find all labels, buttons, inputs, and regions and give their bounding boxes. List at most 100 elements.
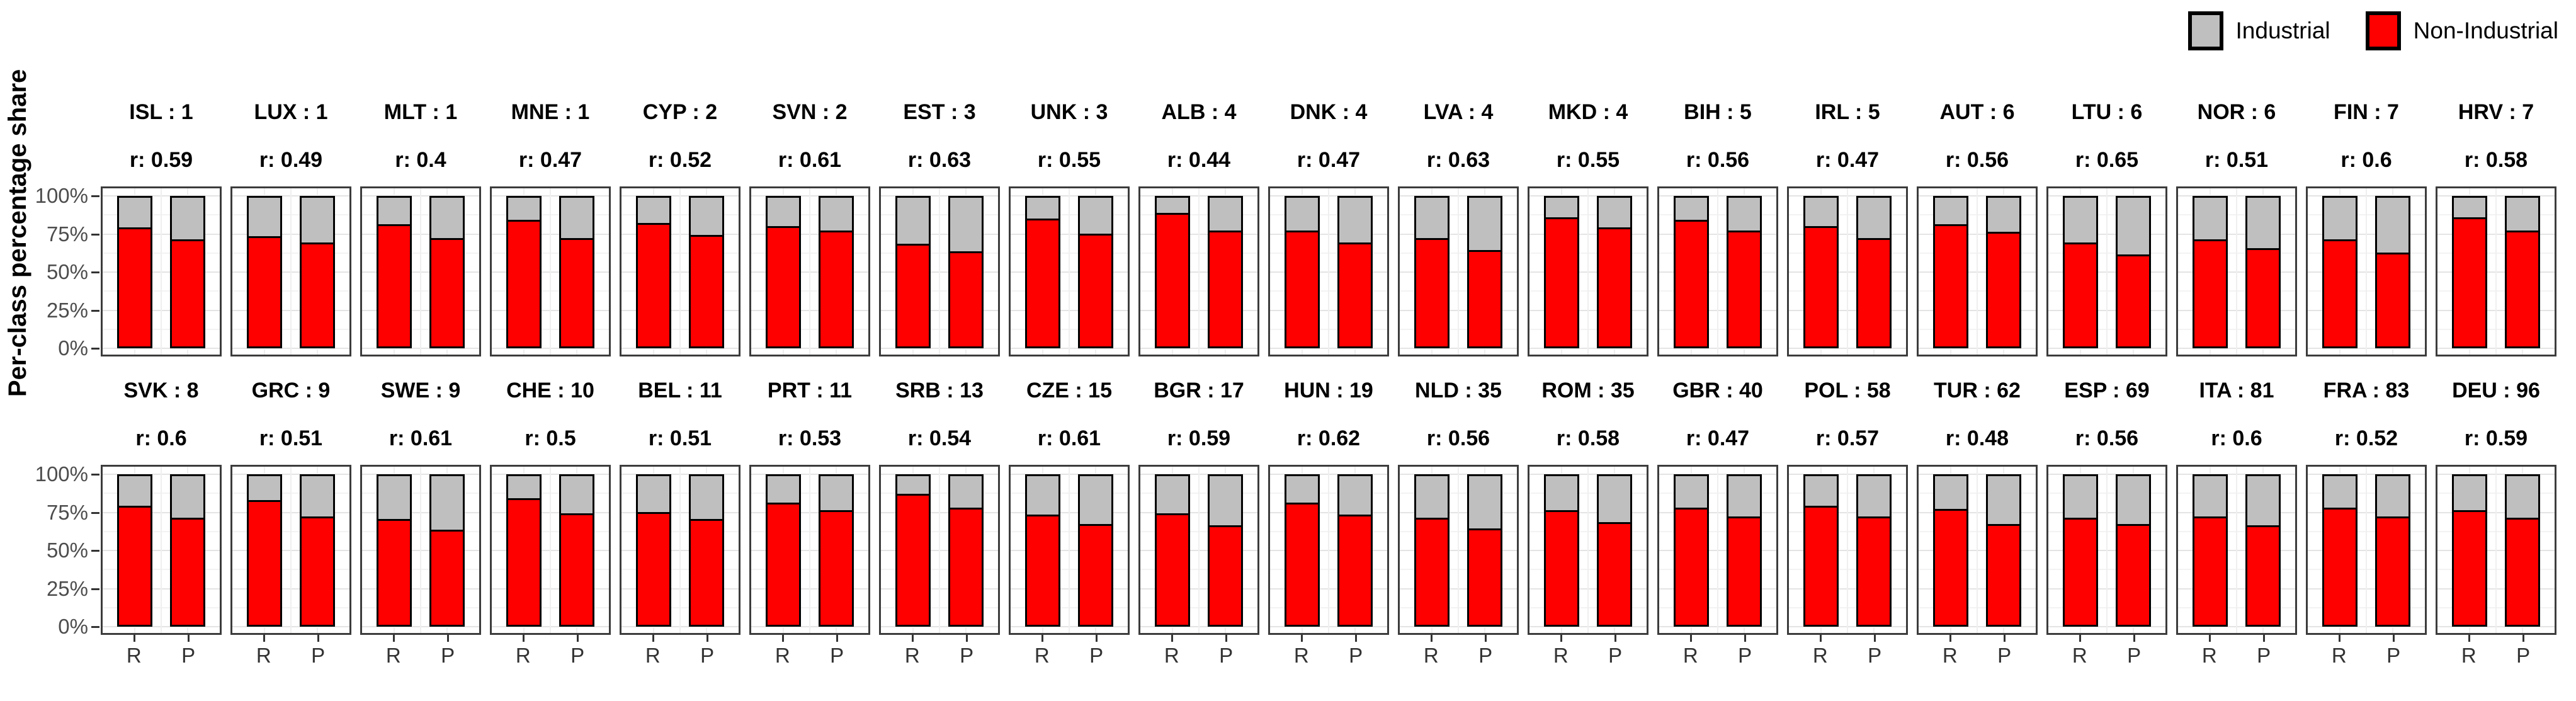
plot-panel	[2046, 465, 2167, 635]
y-axis-scale: 100% 75% 50% 25% 0%	[0, 463, 101, 638]
panel-title-country-count: GRC : 9	[251, 379, 331, 402]
facet-panel-DEU: DEU : 96 r: 0.59 R P	[2436, 373, 2556, 671]
x-tick-mark	[2079, 635, 2081, 642]
gridline-vertical	[550, 188, 551, 355]
plot-panel	[2436, 465, 2556, 635]
gridline-vertical	[290, 467, 292, 633]
facet-panel-AUT: AUT : 6 r: 0.56	[1917, 94, 2038, 356]
x-tick-label-P: P	[2257, 644, 2271, 667]
panel-title: GBR : 40 r: 0.47	[1657, 373, 1778, 465]
panel-title: CYP : 2 r: 0.52	[620, 94, 740, 186]
x-tick-label-R: R	[1553, 644, 1569, 667]
bar-segment-non-industrial	[1416, 237, 1448, 346]
facet-panel-BIH: BIH : 5 r: 0.56	[1657, 94, 1778, 356]
bar-segment-non-industrial	[431, 237, 463, 346]
panel-title-correlation: r: 0.48	[1945, 426, 2009, 450]
panel-title: DEU : 96 r: 0.59	[2436, 373, 2556, 465]
legend-item-non-industrial: Non-Industrial	[2365, 11, 2558, 50]
panel-title: BGR : 17 r: 0.59	[1138, 373, 1259, 465]
y-tick-label: 25%	[46, 298, 88, 322]
bar-segment-non-industrial	[2247, 525, 2279, 625]
x-tick-label-P: P	[830, 644, 844, 667]
bar-segment-non-industrial	[508, 498, 540, 625]
panel-title-correlation: r: 0.47	[1686, 426, 1750, 450]
panel-title-country-count: UNK : 3	[1030, 100, 1108, 124]
bar-P-DNK	[1337, 196, 1373, 348]
panel-title-country-count: HRV : 7	[2458, 100, 2534, 124]
y-tick-label: 50%	[46, 260, 88, 283]
bar-segment-non-industrial	[2194, 239, 2227, 346]
x-tick-mark	[1614, 635, 1617, 642]
plot-panel	[1009, 465, 1130, 635]
bar-P-BGR	[1207, 474, 1243, 627]
plot-panel	[2176, 465, 2297, 635]
x-tick-label-R: R	[1942, 644, 1958, 667]
plot-panel	[1528, 465, 1648, 635]
x-tick-mark	[911, 635, 914, 642]
x-tick-mark	[706, 635, 709, 642]
x-tick-label-P: P	[181, 644, 196, 667]
panel-title-correlation: r: 0.57	[1815, 426, 1880, 450]
y-tick-mark	[91, 195, 99, 197]
bar-R-TUR	[1933, 474, 1969, 627]
x-tick-label-R: R	[2461, 644, 2477, 667]
facet-panel-CHE: CHE : 10 r: 0.5 R P	[490, 373, 611, 671]
panel-title-correlation: r: 0.59	[2464, 426, 2528, 450]
plot-panel	[230, 186, 351, 356]
panel-title-correlation: r: 0.65	[2075, 148, 2139, 172]
bar-segment-non-industrial	[1339, 242, 1371, 346]
legend-label: Non-Industrial	[2413, 18, 2558, 43]
facet-panels: ISL : 1 r: 0.59 LUX : 1 r: 0.49 MLT : 1 r: 0.…	[101, 94, 2556, 356]
panel-title-correlation: r: 0.59	[129, 148, 193, 172]
x-tick-label-P: P	[2386, 644, 2401, 667]
gridline-vertical	[2495, 188, 2497, 355]
bar-P-CZE	[1077, 474, 1113, 627]
x-tick-label-R: R	[1164, 644, 1179, 667]
panel-title-correlation: r: 0.56	[2075, 426, 2139, 450]
panel-title-country-count: FIN : 7	[2334, 100, 2399, 124]
panel-title-country-count: POL : 58	[1804, 379, 1891, 402]
x-tick-mark	[1874, 635, 1876, 642]
facet-panel-SRB: SRB : 13 r: 0.54 R P	[879, 373, 1000, 671]
bar-R-DEU	[2452, 474, 2488, 627]
bar-segment-non-industrial	[638, 511, 670, 625]
facet-panel-SVN: SVN : 2 r: 0.61	[749, 94, 870, 356]
x-tick-label-R: R	[904, 644, 920, 667]
bar-R-UNK	[1025, 196, 1061, 348]
plot-panel	[360, 186, 481, 356]
bar-segment-non-industrial	[2065, 518, 2097, 625]
x-tick-mark	[2208, 635, 2211, 642]
facet-panel-DNK: DNK : 4 r: 0.47	[1268, 94, 1389, 356]
gridline-vertical	[1717, 188, 1718, 355]
gridline-vertical	[1458, 188, 1459, 355]
x-tick-mark	[392, 635, 395, 642]
plot-panel	[360, 465, 481, 635]
panel-title-country-count: LUX : 1	[254, 100, 328, 124]
panel-title-country-count: NOR : 6	[2197, 100, 2276, 124]
bar-segment-non-industrial	[560, 237, 593, 346]
bar-P-HUN	[1337, 474, 1373, 627]
bar-R-PRT	[766, 474, 802, 627]
plot-panel	[230, 465, 351, 635]
bar-R-ROM	[1544, 474, 1580, 627]
bar-R-LUX	[247, 196, 283, 348]
facet-panel-LUX: LUX : 1 r: 0.49	[230, 94, 351, 356]
bar-R-ALB	[1155, 196, 1191, 348]
bar-segment-non-industrial	[2117, 523, 2149, 625]
gridline-vertical	[2106, 188, 2108, 355]
facet-panel-NOR: NOR : 6 r: 0.51	[2176, 94, 2297, 356]
bar-P-SWE	[429, 474, 465, 627]
bar-P-IRL	[1856, 196, 1892, 348]
x-tick-mark	[1096, 635, 1098, 642]
legend-label: Industrial	[2235, 18, 2330, 43]
bar-segment-non-industrial	[2324, 239, 2356, 346]
x-tick-mark	[1300, 635, 1303, 642]
bar-P-BIH	[1726, 196, 1762, 348]
bar-R-SVK	[117, 474, 153, 627]
bar-P-FRA	[2375, 474, 2410, 627]
gridline-vertical	[1847, 188, 1848, 355]
